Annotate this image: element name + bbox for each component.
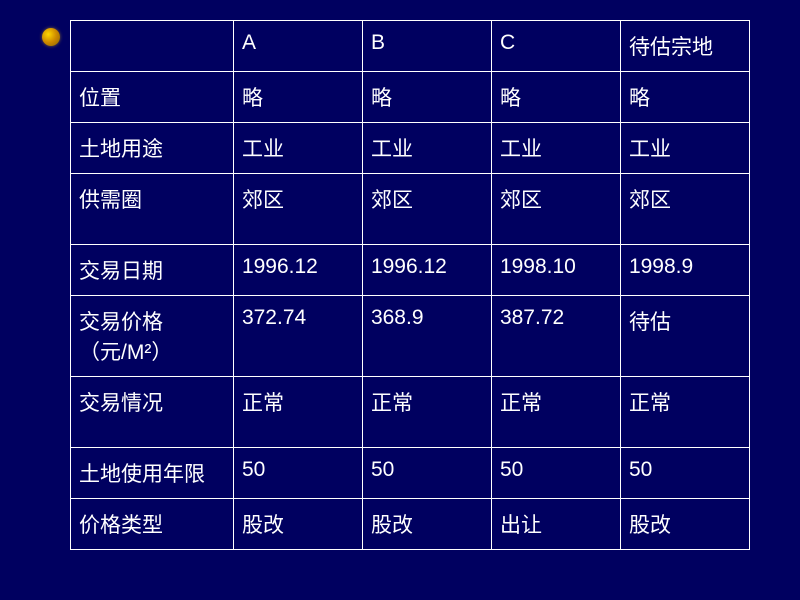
table-cell: 郊区 — [620, 174, 749, 245]
table-cell: 正常 — [491, 377, 620, 448]
table-cell: 郊区 — [233, 174, 362, 245]
table-row: 土地使用年限50505050 — [71, 448, 750, 499]
table-cell: 出让 — [491, 499, 620, 550]
table-row: 位置略略略略 — [71, 72, 750, 123]
table-cell: 50 — [362, 448, 491, 499]
row-label: 价格类型 — [71, 499, 234, 550]
table-cell: 1996.12 — [362, 245, 491, 296]
table-cell: 工业 — [491, 123, 620, 174]
table-row: 供需圈郊区郊区郊区郊区 — [71, 174, 750, 245]
row-label: 交易日期 — [71, 245, 234, 296]
table-cell: 387.72 — [491, 296, 620, 377]
row-label: 土地使用年限 — [71, 448, 234, 499]
table-cell: 372.74 — [233, 296, 362, 377]
table-cell: 1998.9 — [620, 245, 749, 296]
table-cell: 50 — [620, 448, 749, 499]
comparison-table: A B C 待估宗地 位置略略略略土地用途工业工业工业工业供需圈郊区郊区郊区郊区… — [70, 20, 750, 550]
table-cell: 工业 — [233, 123, 362, 174]
header-c: C — [491, 21, 620, 72]
header-b: B — [362, 21, 491, 72]
header-subject: 待估宗地 — [620, 21, 749, 72]
table-cell: 股改 — [362, 499, 491, 550]
table-cell: 工业 — [362, 123, 491, 174]
header-a: A — [233, 21, 362, 72]
bullet-icon — [42, 28, 60, 46]
table-cell: 正常 — [362, 377, 491, 448]
table-cell: 1998.10 — [491, 245, 620, 296]
row-label: 交易情况 — [71, 377, 234, 448]
table-row: 交易价格（元/M²）372.74368.9387.72待估 — [71, 296, 750, 377]
table-cell: 工业 — [620, 123, 749, 174]
table-body: 位置略略略略土地用途工业工业工业工业供需圈郊区郊区郊区郊区交易日期1996.12… — [71, 72, 750, 550]
table-cell: 股改 — [233, 499, 362, 550]
table-cell: 略 — [233, 72, 362, 123]
table-cell: 略 — [620, 72, 749, 123]
row-label: 位置 — [71, 72, 234, 123]
table-cell: 50 — [233, 448, 362, 499]
header-empty — [71, 21, 234, 72]
table-cell: 1996.12 — [233, 245, 362, 296]
table-row: 交易日期1996.121996.121998.101998.9 — [71, 245, 750, 296]
table-cell: 50 — [491, 448, 620, 499]
table-cell: 略 — [362, 72, 491, 123]
table-cell: 正常 — [233, 377, 362, 448]
table-row: 土地用途工业工业工业工业 — [71, 123, 750, 174]
table-cell: 郊区 — [362, 174, 491, 245]
row-label: 土地用途 — [71, 123, 234, 174]
table-cell: 股改 — [620, 499, 749, 550]
table-row: 交易情况正常正常正常正常 — [71, 377, 750, 448]
table-cell: 正常 — [620, 377, 749, 448]
table-cell: 待估 — [620, 296, 749, 377]
row-label: 交易价格（元/M²） — [71, 296, 234, 377]
table-cell: 略 — [491, 72, 620, 123]
row-label: 供需圈 — [71, 174, 234, 245]
table-row: 价格类型股改股改出让股改 — [71, 499, 750, 550]
table-header-row: A B C 待估宗地 — [71, 21, 750, 72]
table-cell: 368.9 — [362, 296, 491, 377]
table-cell: 郊区 — [491, 174, 620, 245]
